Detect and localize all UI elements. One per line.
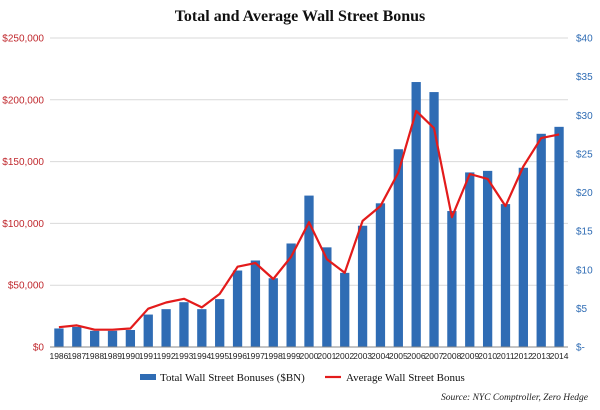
x-tick-label: 1998 bbox=[264, 351, 283, 361]
left-tick-label: $250,000 bbox=[2, 34, 44, 45]
bar bbox=[375, 203, 386, 347]
bar bbox=[107, 330, 118, 347]
bar bbox=[161, 309, 171, 347]
x-tick-label: 1997 bbox=[246, 351, 265, 361]
bar bbox=[482, 170, 493, 347]
legend-bar-swatch bbox=[140, 374, 156, 380]
x-tick-label: 2013 bbox=[532, 351, 551, 361]
right-tick-label: $35 bbox=[576, 72, 593, 83]
right-tick-label: $25 bbox=[576, 149, 593, 160]
bar bbox=[125, 330, 136, 347]
bar bbox=[429, 92, 439, 347]
x-tick-label: 2005 bbox=[389, 351, 408, 361]
bar bbox=[411, 82, 421, 347]
right-tick-label: $40 bbox=[576, 34, 593, 45]
x-tick-label: 2008 bbox=[442, 351, 461, 361]
bar bbox=[268, 278, 278, 347]
right-tick-label: $- bbox=[576, 343, 585, 354]
x-tick-label: 1986 bbox=[49, 351, 68, 361]
right-tick-label: $15 bbox=[576, 227, 593, 238]
x-tick-label: 2007 bbox=[425, 351, 444, 361]
left-tick-label: $150,000 bbox=[2, 157, 44, 168]
x-tick-label: 1987 bbox=[67, 351, 86, 361]
bar bbox=[518, 167, 528, 347]
bar bbox=[393, 149, 403, 347]
left-axis: $0 $50,000 $100,000 $150,000 $200,000 $250,00… bbox=[2, 34, 44, 354]
x-tick-label: 2000 bbox=[300, 351, 319, 361]
chart-title: Total and Average Wall Street Bonus bbox=[175, 8, 426, 25]
average-bonus-line bbox=[58, 109, 560, 331]
bar bbox=[232, 270, 243, 347]
x-tick-label: 1988 bbox=[85, 351, 104, 361]
left-tick-label: $200,000 bbox=[2, 95, 44, 106]
bar bbox=[197, 309, 207, 347]
bar bbox=[465, 172, 475, 347]
bar bbox=[54, 328, 64, 347]
x-tick-label: 2012 bbox=[514, 351, 533, 361]
x-tick-label: 2009 bbox=[460, 351, 479, 361]
x-tick-label: 2003 bbox=[353, 351, 372, 361]
x-tick-label: 1992 bbox=[157, 351, 176, 361]
left-tick-label: $100,000 bbox=[2, 219, 44, 230]
bar bbox=[304, 195, 314, 347]
x-tick-label: 2004 bbox=[371, 351, 390, 361]
bar bbox=[90, 330, 100, 347]
bar bbox=[72, 326, 82, 347]
x-axis: 1986198719881989199019911992199319941995… bbox=[49, 346, 569, 361]
x-tick-label: 1993 bbox=[175, 351, 194, 361]
bar bbox=[357, 225, 368, 347]
x-tick-label: 1996 bbox=[228, 351, 247, 361]
line-series bbox=[58, 109, 560, 331]
bar bbox=[215, 299, 225, 347]
bar bbox=[286, 243, 296, 347]
bar bbox=[143, 314, 153, 347]
bar bbox=[447, 211, 457, 347]
bar bbox=[340, 272, 350, 347]
right-tick-label: $10 bbox=[576, 265, 593, 276]
bar-series bbox=[54, 82, 564, 348]
legend: Total Wall Street Bonuses ($BN) Average … bbox=[140, 372, 465, 384]
bar bbox=[322, 247, 332, 347]
right-tick-label: $30 bbox=[576, 111, 593, 122]
legend-line-label: Average Wall Street Bonus bbox=[346, 372, 465, 384]
bar bbox=[179, 302, 189, 347]
bar bbox=[500, 204, 511, 347]
x-tick-label: 1994 bbox=[192, 351, 211, 361]
x-tick-label: 2001 bbox=[317, 351, 336, 361]
left-tick-label: $50,000 bbox=[8, 281, 45, 292]
x-tick-label: 2014 bbox=[550, 351, 569, 361]
x-tick-label: 1995 bbox=[210, 351, 229, 361]
x-tick-label: 1990 bbox=[121, 351, 140, 361]
x-tick-label: 2006 bbox=[407, 351, 426, 361]
right-tick-label: $20 bbox=[576, 188, 593, 199]
x-tick-label: 1999 bbox=[282, 351, 301, 361]
right-tick-label: $5 bbox=[576, 304, 588, 315]
legend-bar-label: Total Wall Street Bonuses ($BN) bbox=[160, 372, 305, 384]
x-tick-label: 2011 bbox=[496, 351, 515, 361]
bar bbox=[554, 126, 564, 348]
bar bbox=[250, 260, 261, 347]
left-tick-label: $0 bbox=[33, 343, 45, 354]
x-tick-label: 1989 bbox=[103, 351, 122, 361]
x-tick-label: 2010 bbox=[478, 351, 497, 361]
x-tick-label: 1991 bbox=[139, 351, 158, 361]
x-tick-label: 2002 bbox=[335, 351, 354, 361]
right-axis: $- $5 $10 $15 $20 $25 $30 $35 $40 bbox=[576, 34, 593, 354]
bar bbox=[536, 133, 546, 347]
source-note: Source: NYC Comptroller, Zero Hedge bbox=[441, 393, 588, 403]
